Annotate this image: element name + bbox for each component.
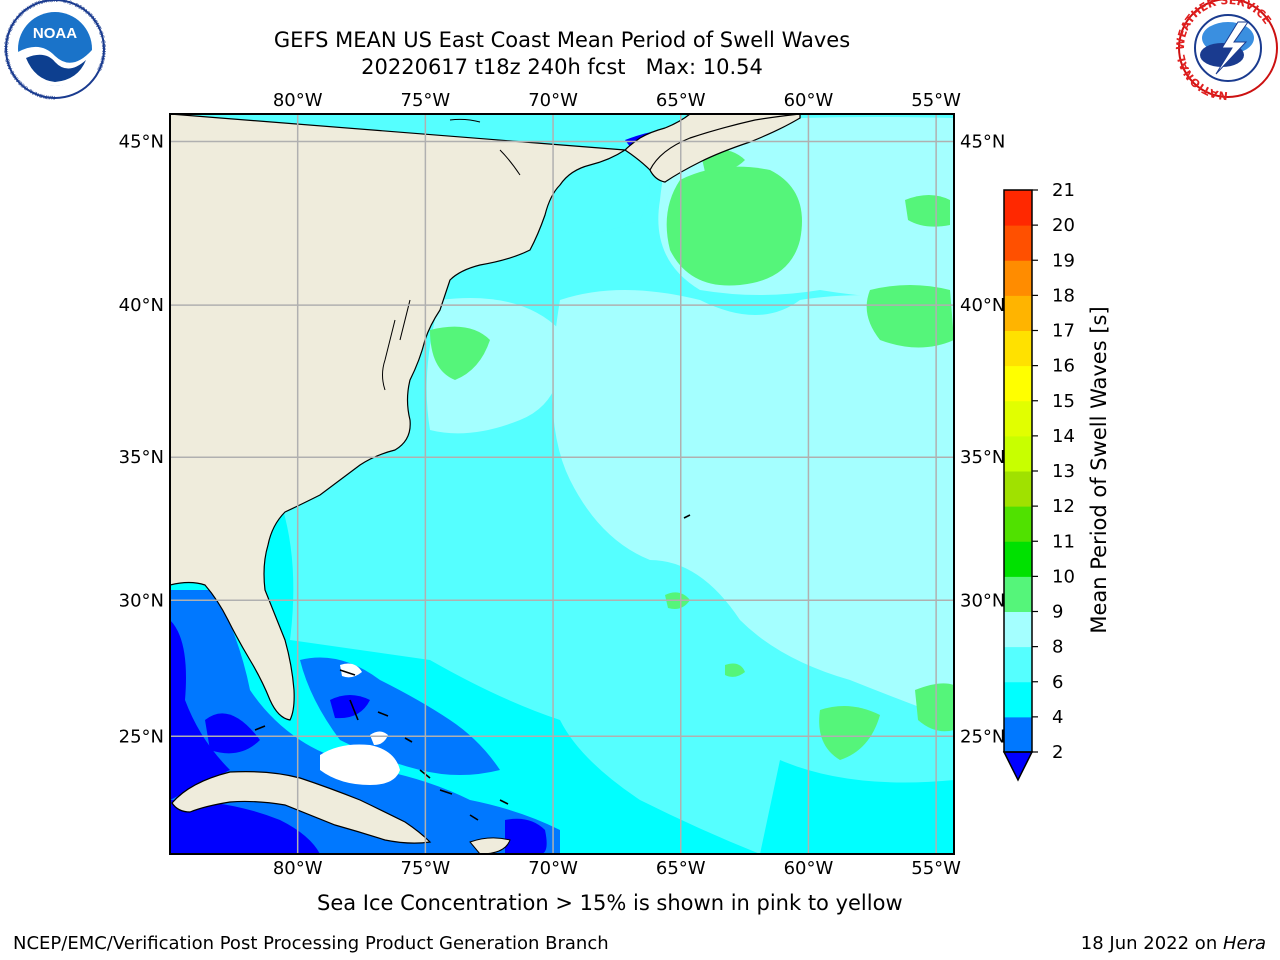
swell-9-10-patch-1	[666, 166, 802, 286]
footer-credit: NCEP/EMC/Verification Post Processing Pr…	[13, 933, 609, 954]
lon-label-bottom: 75°W	[401, 858, 451, 879]
chart-subtitle-line: 20220617 t18z 240h fcst Max: 10.54	[361, 55, 763, 79]
colorbar-segment	[1004, 190, 1032, 226]
colorbar-segment	[1004, 681, 1032, 718]
lon-label-bottom: 60°W	[784, 858, 834, 879]
colorbar-tick-label: 18	[1052, 285, 1075, 306]
colorbar-tick-label: 19	[1052, 250, 1075, 271]
swell-2-4-bahamas	[300, 657, 500, 775]
lat-label-right: 30°N	[960, 590, 1005, 611]
swell-below-2-gulf	[170, 620, 230, 800]
colorbar-tick-label: 8	[1052, 637, 1063, 658]
colorbar-segment	[1004, 330, 1032, 367]
lon-label-bottom: 80°W	[273, 858, 323, 879]
colorbar-tick-label: 2	[1052, 742, 1063, 763]
colorbar-tick-label: 4	[1052, 707, 1063, 728]
swell-below-2-caribbean	[170, 800, 320, 854]
colorbar-segment	[1004, 400, 1032, 437]
lat-label-right: 45°N	[960, 131, 1005, 152]
lat-label-left: 40°N	[119, 295, 164, 316]
missing-data-small	[370, 731, 388, 745]
chart-title: GEFS MEAN US East Coast Mean Period of S…	[273, 28, 851, 52]
swell-9-10-patch-6	[819, 706, 880, 760]
noaa-logo: NOAA NATIONAL OCEANIC AND ATMOSPHERIC AD…	[4, 0, 106, 100]
land-nova-scotia	[649, 114, 801, 183]
swell-9-10-patch-9	[725, 663, 745, 677]
map-frame	[169, 113, 955, 855]
lon-label-top: 70°W	[528, 90, 578, 111]
noaa-logo-text: NOAA	[33, 25, 77, 42]
swell-9-10-patch-7	[915, 683, 954, 732]
colorbar-segment	[1004, 295, 1032, 331]
colorbar-label: Mean Period of Swell Waves [s]	[1087, 306, 1111, 633]
colorbar-tick-label: 17	[1052, 321, 1075, 342]
swell-8-9-region	[552, 290, 954, 720]
coast-details	[382, 118, 521, 391]
colorbar-tick-label: 16	[1052, 356, 1075, 377]
colorbar-tick-label: 6	[1052, 672, 1063, 693]
swell-below-2-gulf-2	[205, 713, 260, 754]
colorbar-tick-label: 14	[1052, 426, 1075, 447]
map-panel	[170, 114, 954, 854]
colorbar-tick-label: 12	[1052, 496, 1075, 517]
lon-label-top: 80°W	[273, 90, 323, 111]
missing-data-small-2	[340, 663, 362, 678]
colorbar-segment	[1004, 646, 1032, 683]
lat-label-left: 30°N	[119, 590, 164, 611]
missing-data-bahamas-bank	[320, 744, 400, 785]
lon-label-bottom: 65°W	[656, 858, 706, 879]
land-cuba	[171, 771, 432, 844]
lon-label-top: 60°W	[784, 90, 834, 111]
colorbar-tick-label: 11	[1052, 531, 1075, 552]
colorbar-tick-label: 13	[1052, 461, 1075, 482]
nws-logo: NATIONAL WEATHER SERVICE	[1174, 0, 1278, 102]
lat-label-left: 35°N	[119, 447, 164, 468]
colorbar-segment	[1004, 365, 1032, 402]
swell-9-10-patch-3	[866, 285, 954, 348]
lon-label-top: 65°W	[656, 90, 706, 111]
lat-label-right: 25°N	[960, 726, 1005, 747]
colorbar-segment	[1004, 435, 1032, 472]
lon-label-bottom: 55°W	[911, 858, 961, 879]
colorbar-segment	[1004, 576, 1032, 612]
colorbar-tick-label: 15	[1052, 391, 1075, 412]
colorbar: 2 4 6 8 9 10 11 12 13 14 15 16 17 18 19 20 21	[1002, 180, 1075, 782]
lon-label-bottom: 70°W	[528, 858, 578, 879]
colorbar-segment	[1004, 260, 1032, 296]
longitude-labels: 80°W 80°W 75°W 75°W 70°W 70°W 65°W 65°W 60°W 60°W…	[273, 90, 961, 879]
colorbar-segment	[1004, 506, 1032, 542]
lon-label-top: 55°W	[911, 90, 961, 111]
colorbar-tick-label: 10	[1052, 566, 1075, 587]
colorbar-segment	[1004, 541, 1032, 577]
colorbar-segment	[1004, 716, 1032, 753]
colorbar-segment	[1004, 611, 1032, 648]
sea-ice-note: Sea Ice Concentration > 15% is shown in …	[317, 891, 903, 915]
colorbar-segment	[1004, 471, 1032, 507]
swell-below-2-bahamas	[330, 695, 370, 719]
lat-label-left: 45°N	[119, 131, 164, 152]
latitude-labels: 45°N 45°N 40°N 40°N 35°N 35°N 30°N 30°N 25°N 25°N	[119, 131, 1006, 747]
colorbar-tick-label: 20	[1052, 215, 1075, 236]
footer-date-text: 18 Jun 2022 on	[1080, 933, 1223, 954]
swell-9-10-patch-4	[905, 195, 950, 227]
gridlines	[170, 114, 954, 854]
colorbar-extend-min	[1002, 751, 1034, 782]
lat-label-right: 35°N	[960, 447, 1005, 468]
footer-date: 18 Jun 2022 on Hera	[1081, 933, 1266, 954]
land-bahamas	[254, 514, 691, 821]
swell-9-10-patch-5	[430, 326, 490, 380]
colorbar-tick-label: 21	[1052, 180, 1075, 201]
lon-label-top: 75°W	[401, 90, 451, 111]
lat-label-left: 25°N	[119, 726, 164, 747]
footer-host: Hera	[1222, 933, 1266, 954]
colorbar-tick-label: 9	[1052, 602, 1063, 623]
colorbar-segment	[1004, 225, 1032, 261]
lat-label-right: 40°N	[960, 295, 1005, 316]
swell-below-2-east-caribbean	[505, 818, 547, 854]
